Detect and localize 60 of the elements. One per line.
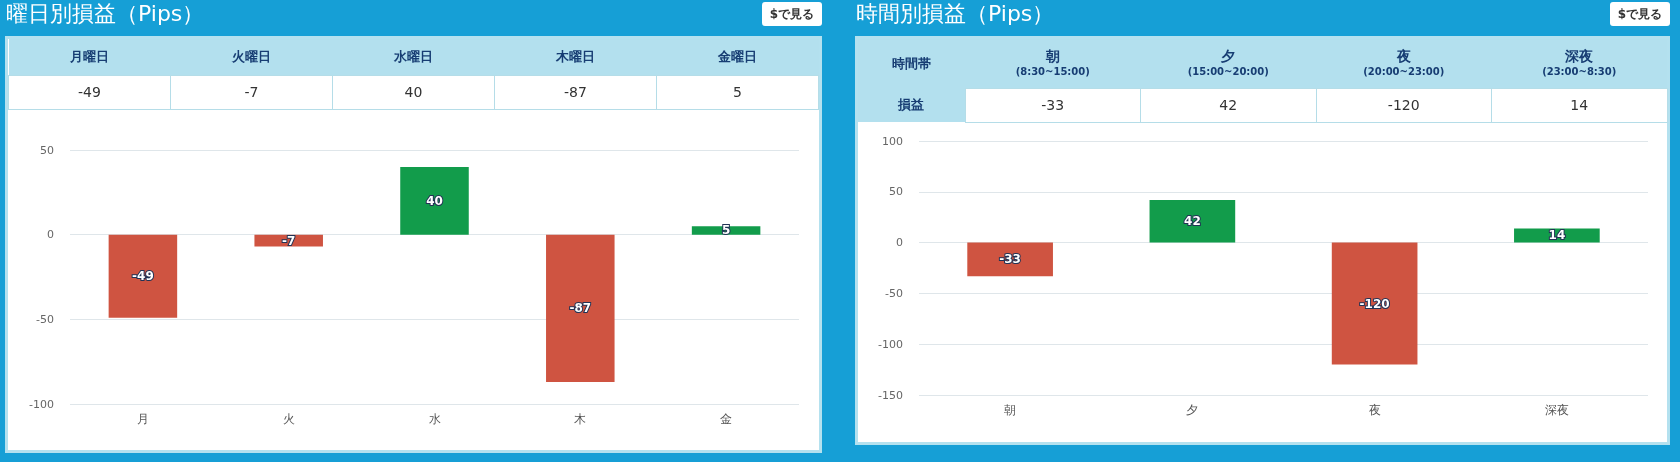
annotation: -33 xyxy=(999,252,1021,267)
bar xyxy=(400,166,469,235)
y-tick-label: -50 xyxy=(36,312,54,326)
x-tick-label: 月 xyxy=(136,412,149,426)
data-label: 5 xyxy=(656,75,819,109)
bar xyxy=(967,242,1053,277)
text: 木曜日 xyxy=(494,39,657,75)
x-tick-label: 木 xyxy=(574,412,587,426)
annotation: -120 xyxy=(1359,296,1390,311)
annotation: -49 xyxy=(132,269,154,284)
y-tick-label: 100 xyxy=(882,134,903,148)
text: 金曜日 xyxy=(656,39,819,75)
text: 火曜日 xyxy=(170,39,333,75)
text: 月曜日 xyxy=(8,39,171,75)
currency-toggle-button[interactable]: $で見る xyxy=(1610,2,1670,26)
y-tick-label: 50 xyxy=(889,185,903,199)
y-tick-label: 0 xyxy=(896,236,903,250)
text: 損益 xyxy=(858,88,965,122)
data-label: -7 xyxy=(170,75,333,109)
data-label: 42 xyxy=(1140,88,1316,122)
text: 夕 (15:00~20:00) xyxy=(1186,47,1270,80)
y-tick-label: -50 xyxy=(885,286,903,300)
bar xyxy=(546,234,615,382)
bar xyxy=(691,226,761,235)
data-label: 40 xyxy=(332,75,495,109)
annotation: 40 xyxy=(426,193,443,208)
text: 水曜日 xyxy=(332,39,495,75)
data-label: -120 xyxy=(1316,88,1492,122)
chart-title: 曜日別損益（Pips） xyxy=(6,0,205,28)
y-tick-label: 50 xyxy=(40,143,54,157)
y-tick-label: -100 xyxy=(29,397,54,411)
x-tick-label: 夕 xyxy=(1186,403,1199,417)
currency-toggle-button[interactable]: $で見る xyxy=(762,2,822,26)
annotation: 42 xyxy=(1184,214,1201,229)
data-label: -87 xyxy=(494,75,657,109)
bar xyxy=(1514,228,1600,243)
bar xyxy=(1331,242,1418,365)
bar xyxy=(1149,199,1236,243)
chart-title: 時間別損益（Pips） xyxy=(856,0,1055,28)
x-tick-label: 夜 xyxy=(1368,403,1381,417)
text: 時間帯 xyxy=(858,39,965,88)
x-tick-label: 水 xyxy=(428,412,441,426)
bar xyxy=(108,234,178,318)
y-tick-label: 0 xyxy=(47,228,54,242)
annotation: 14 xyxy=(1548,228,1566,243)
x-tick-label: 朝 xyxy=(1004,403,1017,417)
data-label: -49 xyxy=(8,75,171,109)
text: 夜 (20:00~23:00) xyxy=(1362,47,1446,80)
x-tick-label: 火 xyxy=(282,412,295,426)
data-label: -33 xyxy=(965,88,1141,122)
text: 深夜 (23:00~8:30) xyxy=(1541,47,1618,80)
x-tick-label: 金 xyxy=(720,412,733,426)
annotation: -7 xyxy=(282,233,296,248)
annotation: 5 xyxy=(721,223,731,238)
y-tick-label: -150 xyxy=(878,388,903,402)
text: 朝 (8:30~15:00) xyxy=(1014,47,1091,80)
annotation: -87 xyxy=(569,301,592,316)
y-tick-label: -100 xyxy=(878,337,903,351)
x-tick-label: 深夜 xyxy=(1544,403,1569,417)
data-label: 14 xyxy=(1491,88,1667,122)
